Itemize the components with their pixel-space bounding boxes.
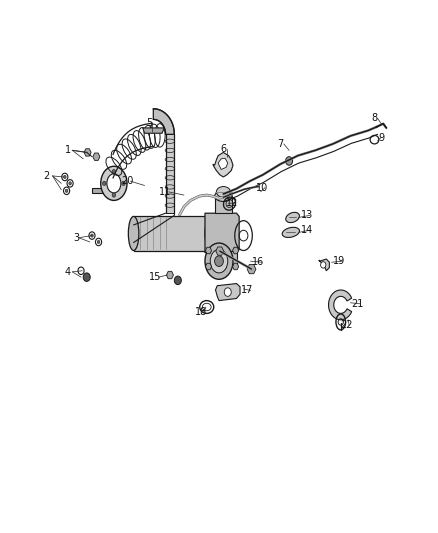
Circle shape	[174, 276, 181, 285]
Text: 19: 19	[333, 256, 346, 266]
Polygon shape	[215, 284, 240, 301]
Ellipse shape	[107, 174, 121, 193]
Ellipse shape	[128, 216, 139, 251]
Text: 13: 13	[300, 211, 313, 220]
Polygon shape	[218, 158, 228, 169]
Circle shape	[64, 175, 66, 179]
Polygon shape	[233, 263, 239, 270]
Polygon shape	[143, 128, 164, 133]
Polygon shape	[84, 149, 91, 156]
Polygon shape	[233, 247, 239, 254]
Circle shape	[215, 256, 223, 266]
Polygon shape	[208, 251, 237, 265]
Text: 8: 8	[371, 114, 378, 123]
Polygon shape	[92, 188, 108, 193]
Text: 14: 14	[300, 225, 313, 235]
Polygon shape	[328, 290, 352, 320]
Ellipse shape	[101, 166, 127, 200]
Polygon shape	[205, 247, 212, 254]
Ellipse shape	[210, 249, 228, 273]
Text: 20: 20	[121, 176, 133, 186]
Polygon shape	[215, 196, 232, 213]
Text: 5: 5	[146, 118, 152, 127]
Text: 15: 15	[149, 272, 162, 282]
Circle shape	[112, 169, 116, 174]
Polygon shape	[216, 247, 224, 255]
Text: 22: 22	[340, 320, 352, 330]
Text: 16: 16	[252, 257, 265, 267]
Ellipse shape	[216, 187, 230, 197]
Ellipse shape	[215, 191, 232, 201]
Polygon shape	[153, 109, 174, 134]
Polygon shape	[319, 259, 329, 271]
Ellipse shape	[282, 227, 300, 238]
Circle shape	[102, 181, 106, 185]
Polygon shape	[205, 213, 239, 253]
Polygon shape	[134, 216, 210, 251]
Ellipse shape	[286, 212, 300, 223]
Circle shape	[286, 157, 293, 165]
Polygon shape	[213, 152, 233, 177]
Text: 6: 6	[220, 144, 226, 154]
Text: 7: 7	[277, 139, 283, 149]
Text: 11: 11	[159, 187, 172, 197]
Text: 18: 18	[194, 307, 207, 317]
Polygon shape	[93, 153, 100, 160]
Polygon shape	[166, 134, 174, 213]
Circle shape	[321, 262, 326, 268]
Text: 21: 21	[351, 299, 363, 309]
Text: 1: 1	[65, 146, 71, 155]
Ellipse shape	[205, 216, 215, 251]
Circle shape	[112, 193, 116, 197]
Circle shape	[224, 288, 231, 296]
Circle shape	[69, 182, 71, 185]
Circle shape	[122, 181, 125, 185]
Text: 10: 10	[256, 183, 268, 192]
Circle shape	[65, 189, 68, 192]
Circle shape	[97, 240, 100, 244]
Polygon shape	[247, 264, 256, 274]
Text: 12: 12	[226, 198, 238, 207]
Text: 4: 4	[65, 267, 71, 277]
Text: 9: 9	[378, 133, 384, 142]
Circle shape	[91, 234, 93, 237]
Ellipse shape	[205, 243, 233, 279]
Text: 3: 3	[74, 233, 80, 243]
Circle shape	[83, 273, 90, 281]
Text: 2: 2	[43, 171, 49, 181]
Text: 17: 17	[241, 286, 254, 295]
Polygon shape	[205, 263, 212, 270]
Polygon shape	[166, 271, 173, 279]
